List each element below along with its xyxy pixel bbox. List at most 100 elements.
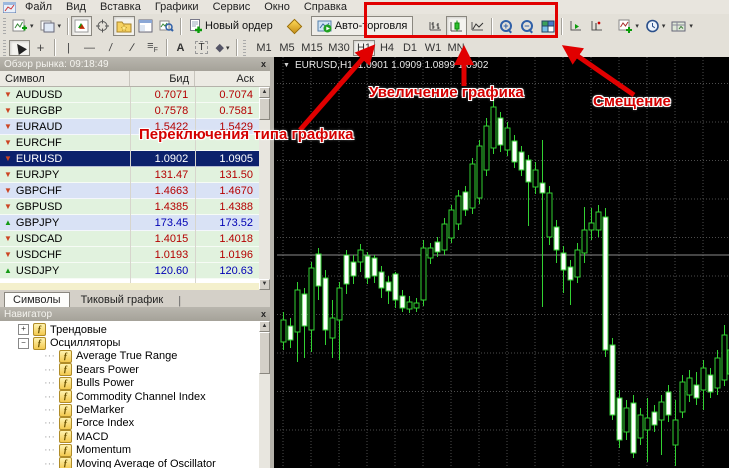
bid-cell: 1.0193 [154, 248, 189, 261]
new-order-button[interactable]: Новый ордер [184, 16, 278, 36]
tree-item-Moving Average of Oscillator[interactable]: ··· ƒ Moving Average of Oscillator [0, 457, 259, 468]
bid-cell: 1.5422 [154, 120, 189, 133]
expand-icon[interactable]: + [18, 324, 29, 336]
market-watch-row-USDCHF[interactable]: ▼ USDCHF 1.0193 1.0196 [0, 247, 259, 263]
menu-items: Файл Вид Вставка Графики Сервис Окно Справка [18, 1, 354, 13]
market-watch-scrollbar[interactable]: ▲ ▼ [259, 87, 270, 290]
zoom-in-button[interactable]: + [495, 16, 516, 36]
collapse-icon[interactable]: − [18, 337, 29, 349]
menu-item-Сервис[interactable]: Сервис [212, 1, 251, 13]
tree-item-MACD[interactable]: ··· ƒ MACD [0, 430, 259, 444]
market-watch-row-EURJPY[interactable]: ▼ EURJPY 131.47 131.50 [0, 167, 259, 183]
scroll-down-icon[interactable]: ▼ [259, 279, 270, 290]
market-watch-row-GBPCHF[interactable]: ▼ GBPCHF 1.4663 1.4670 [0, 183, 259, 199]
menu-item-Окно[interactable]: Окно [264, 1, 290, 13]
timeframe-M1[interactable]: M1 [256, 41, 272, 54]
channel-tool-button[interactable]: ∕∕ [121, 40, 142, 56]
scrollbar-thumb[interactable] [259, 332, 270, 374]
navigator-button[interactable] [113, 16, 136, 36]
chart-shift-button[interactable] [586, 16, 607, 36]
tree-item-Momentum[interactable]: ··· ƒ Momentum [0, 443, 259, 457]
candle-body [357, 249, 364, 263]
terminal-button[interactable] [135, 16, 156, 36]
market-watch-row-EURAUD[interactable]: ▼ EURAUD 1.5422 1.5429 [0, 119, 259, 135]
bar-chart-button[interactable] [425, 16, 446, 36]
scroll-up-icon[interactable]: ▲ [259, 87, 270, 98]
metaeditor-button[interactable] [284, 16, 305, 36]
timeframe-H4[interactable]: H4 [379, 41, 395, 54]
scrollbar-thumb[interactable] [259, 98, 270, 120]
horizontal-line-tool-button[interactable]: — [79, 40, 100, 56]
toolbar-grip[interactable] [243, 39, 246, 56]
bid-cell: 131.47 [154, 168, 189, 181]
timeframe-M30[interactable]: M30 [328, 41, 350, 54]
menu-item-Вид[interactable]: Вид [66, 1, 86, 13]
tree-item-Bears Power[interactable]: ··· ƒ Bears Power [0, 363, 259, 377]
terminal-icon [138, 19, 153, 33]
close-icon[interactable]: x [260, 58, 266, 69]
tree-item-DeMarker[interactable]: ··· ƒ DeMarker [0, 403, 259, 417]
auto-scroll-button[interactable] [565, 16, 586, 36]
market-watch-row-EURUSD[interactable]: ▼ EURUSD 1.0902 1.0905 [0, 151, 259, 167]
timeframe-M5[interactable]: M5 [279, 41, 295, 54]
menu-item-Графики[interactable]: Графики [154, 1, 199, 13]
timeframe-MN[interactable]: MN [447, 41, 465, 54]
toolbar-grip[interactable] [3, 39, 6, 56]
market-watch-button[interactable] [71, 16, 93, 36]
tab-Тиковый график[interactable]: Тиковый график [80, 294, 164, 306]
periods-button[interactable]: ▾ [642, 16, 669, 36]
text-tool-icon: A [176, 41, 185, 54]
label-tool-button[interactable]: T [191, 40, 212, 56]
column-header-ask[interactable]: Аск [236, 72, 254, 85]
autotrading-button[interactable]: Авто-торговля [310, 16, 414, 36]
toolbar-grip[interactable] [3, 18, 6, 34]
zoom-out-button[interactable]: − [516, 16, 537, 36]
scroll-up-icon[interactable]: ▲ [259, 321, 270, 332]
timeframe-M15[interactable]: M15 [301, 41, 323, 54]
chart-canvas[interactable] [277, 57, 729, 468]
market-watch-row-GBPJPY[interactable]: ▲ GBPJPY 173.45 173.52 [0, 215, 259, 231]
strategy-tester-button[interactable] [156, 16, 177, 36]
tab-Символы[interactable]: Символы [4, 292, 70, 307]
market-watch-row-EURCHF[interactable]: ▼ EURCHF [0, 135, 259, 151]
navigator-scrollbar[interactable]: ▲ [259, 321, 270, 468]
menu-item-Справка[interactable]: Справка [303, 1, 347, 13]
trendline-tool-button[interactable]: / [100, 40, 121, 56]
tree-item-Bulls Power[interactable]: ··· ƒ Bulls Power [0, 376, 259, 390]
tree-item-Commodity Channel Index[interactable]: ··· ƒ Commodity Channel Index [0, 390, 259, 404]
market-watch-partial-row [0, 283, 259, 290]
profiles-button[interactable]: ▾ [37, 16, 65, 36]
timeframe-W1[interactable]: W1 [424, 41, 442, 54]
column-header-bid[interactable]: Бид [130, 71, 195, 86]
menu-item-Файл[interactable]: Файл [25, 1, 53, 13]
line-chart-button[interactable] [467, 16, 488, 36]
market-watch-row-EURGBP[interactable]: ▼ EURGBP 0.7578 0.7581 [0, 103, 259, 119]
indicators-button[interactable]: ▾ [615, 16, 642, 36]
vertical-line-tool-button[interactable]: | [58, 40, 79, 56]
tree-item-Осцилляторы[interactable]: − ƒ Осцилляторы [0, 336, 259, 350]
text-tool-button[interactable]: A [170, 40, 191, 56]
close-icon[interactable]: x [260, 308, 266, 319]
menu-item-Вставка[interactable]: Вставка [99, 1, 141, 13]
tree-item-Average True Range[interactable]: ··· ƒ Average True Range [0, 349, 259, 363]
market-watch-row-GBPUSD[interactable]: ▼ GBPUSD 1.4385 1.4388 [0, 199, 259, 215]
fibonacci-tool-button[interactable]: ≡F [142, 40, 163, 56]
data-window-button[interactable] [92, 16, 113, 36]
templates-button[interactable]: ▾ [668, 16, 696, 36]
market-watch-row-USDJPY[interactable]: ▲ USDJPY 120.60 120.63 [0, 263, 259, 279]
column-header-symbol[interactable]: Символ [0, 71, 130, 86]
market-watch-row-AUDUSD[interactable]: ▼ AUDUSD 0.7071 0.7074 [0, 87, 259, 103]
timeframe-H1[interactable]: H1 [353, 39, 375, 56]
tile-windows-button[interactable] [537, 16, 558, 36]
crosshair-tool-button[interactable]: + [30, 40, 51, 56]
new-chart-button[interactable]: ▾ [9, 16, 37, 36]
timeframe-D1[interactable]: D1 [402, 41, 418, 54]
tree-item-Трендовые[interactable]: + ƒ Трендовые [0, 323, 259, 337]
chart-collapse-icon[interactable]: ▼ [283, 62, 290, 69]
tree-item-Force Index[interactable]: ··· ƒ Force Index [0, 416, 259, 430]
market-watch-row-USDCAD[interactable]: ▼ USDCAD 1.4015 1.4018 [0, 231, 259, 247]
cursor-tool-button[interactable] [9, 39, 30, 56]
candlestick-chart-icon [450, 20, 463, 32]
candlestick-chart-button[interactable] [446, 16, 468, 36]
shapes-tool-button[interactable]: ◆ ▾ [215, 42, 230, 54]
